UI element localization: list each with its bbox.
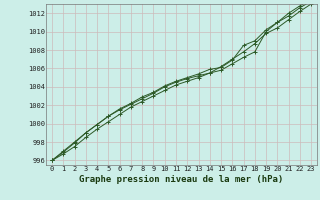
X-axis label: Graphe pression niveau de la mer (hPa): Graphe pression niveau de la mer (hPa)	[79, 175, 284, 184]
